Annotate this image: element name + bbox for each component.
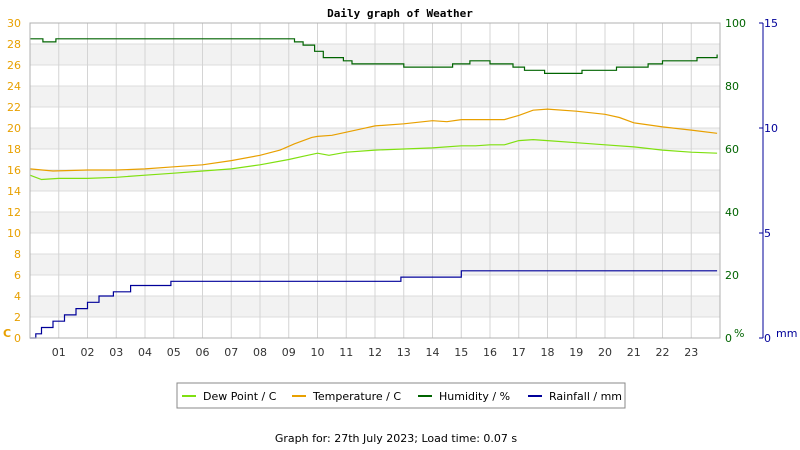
y-tick-label-temperature: 26 [7,59,21,72]
y-tick-label-humidity: 80 [725,80,739,93]
x-tick-label: 03 [109,346,123,359]
y-tick-label-temperature: 20 [7,122,21,135]
x-tick-label: 12 [368,346,382,359]
series-line-humidity [30,38,718,74]
plot-series [29,38,718,339]
x-tick-label: 22 [656,346,670,359]
rainfall-unit-label: mm [776,327,797,340]
y-tick-label-rainfall: 0 [764,332,771,345]
y-tick-label-temperature: 24 [7,80,21,93]
series-line-temperature [29,108,718,172]
y-tick-label-temperature: 30 [7,17,21,30]
legend-label: Rainfall / mm [549,390,622,403]
y-tick-label-humidity: 100 [725,17,746,30]
plot-axes: 01 02 03 04 05 06 07 08 09 10 11 12 13 14 15 16 17 18 19 20… [3,17,797,359]
x-tick-label: 05 [167,346,181,359]
y-tick-label-temperature: 16 [7,164,21,177]
plot-frame [29,22,721,339]
x-tick-label: 04 [138,346,152,359]
x-tick-label: 09 [282,346,296,359]
x-tick-label: 20 [598,346,612,359]
chart-footer: Graph for: 27th July 2023; Load time: 0.… [275,432,518,445]
x-tick-label: 23 [684,346,698,359]
x-tick-label: 21 [627,346,641,359]
x-tick-label: 18 [541,346,555,359]
x-tick-label: 02 [81,346,95,359]
legend-label: Temperature / C [312,390,401,403]
humidity-unit-label: % [734,327,744,340]
y-tick-label-temperature: 8 [14,248,21,261]
y-tick-label-temperature: 6 [14,269,21,282]
y-tick-label-temperature: 18 [7,143,21,156]
x-tick-label: 17 [512,346,526,359]
legend-box [176,382,626,409]
y-tick-label-temperature: 28 [7,38,21,51]
y-tick-label-humidity: 40 [725,206,739,219]
y-tick-label-rainfall: 10 [764,122,778,135]
temperature-unit-label: C [3,327,11,340]
x-tick-label: 08 [253,346,267,359]
y-tick-label-humidity: 0 [725,332,732,345]
x-tick-label: 13 [397,346,411,359]
x-tick-label: 19 [569,346,583,359]
y-tick-label-temperature: 2 [14,311,21,324]
x-tick-label: 06 [196,346,210,359]
x-tick-label: 15 [454,346,468,359]
y-tick-label-rainfall: 5 [764,227,771,240]
y-tick-label-temperature: 14 [7,185,21,198]
x-tick-label: 11 [339,346,353,359]
x-tick-label: 01 [52,346,66,359]
series-line-rainfall [30,270,718,339]
x-tick-label: 16 [483,346,497,359]
y-tick-label-temperature: 10 [7,227,21,240]
x-tick-label: 14 [426,346,440,359]
y-tick-label-temperature: 4 [14,290,21,303]
y-tick-label-humidity: 60 [725,143,739,156]
chart-title: Daily graph of Weather [327,7,473,20]
y-tick-label-temperature: 22 [7,101,21,114]
series-line-dew [29,138,718,181]
x-tick-label: 07 [224,346,238,359]
y-tick-label-rainfall: 15 [764,17,778,30]
legend: Dew Point / C Temperature / C Humidity / %… [176,382,626,409]
x-tick-label: 10 [311,346,325,359]
y-tick-label-humidity: 20 [725,269,739,282]
y-tick-label-temperature: 0 [14,332,21,345]
legend-label: Dew Point / C [203,390,277,403]
y-tick-label-temperature: 12 [7,206,21,219]
legend-label: Humidity / % [439,390,510,403]
